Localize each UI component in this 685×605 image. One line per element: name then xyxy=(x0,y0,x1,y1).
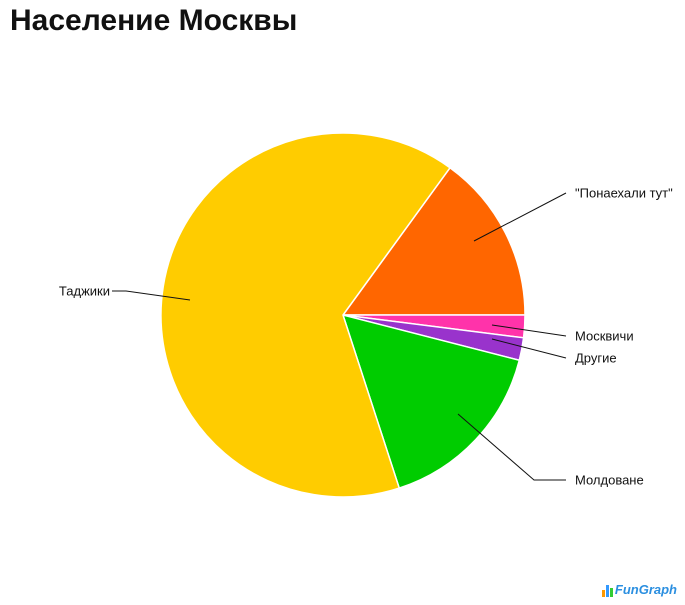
bar-chart-icon xyxy=(601,583,613,597)
slice-label-1: Москвичи xyxy=(575,329,634,344)
fungraph-logo: FunGraph xyxy=(601,582,677,597)
leader-line-3 xyxy=(457,413,566,481)
slice-label-0: "Понаехали тут" xyxy=(575,186,673,201)
pie-slice-3 xyxy=(341,313,521,490)
leader-line-0 xyxy=(473,192,567,242)
logo-text: FunGraph xyxy=(614,582,677,597)
slice-label-3: Молдоване xyxy=(575,473,644,488)
chart-title: Население Москвы xyxy=(10,4,298,37)
leader-line-1 xyxy=(491,324,567,337)
slice-label-2: Другие xyxy=(575,351,617,366)
slice-label-4: Таджики xyxy=(59,284,110,299)
leader-line-2 xyxy=(491,338,567,359)
pie-slice-4 xyxy=(160,132,452,498)
pie-slice-0 xyxy=(341,166,526,316)
leader-line-4 xyxy=(112,290,191,301)
